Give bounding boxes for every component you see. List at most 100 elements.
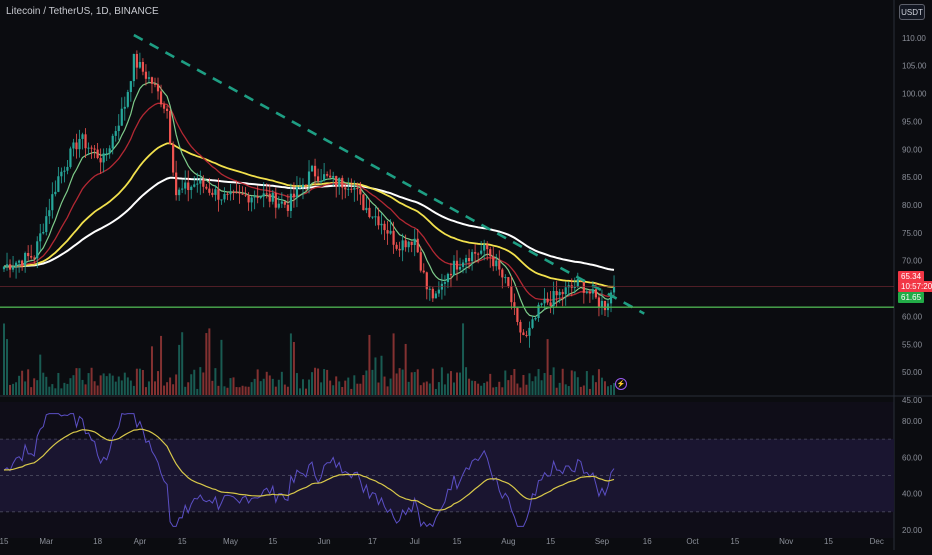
candle-body (371, 216, 374, 218)
candle-body (39, 233, 42, 242)
volume-bar (187, 382, 190, 395)
volume-bar (175, 374, 178, 395)
rsi-tick-label: 20.00 (902, 526, 923, 535)
time-tick-label: Oct (686, 537, 699, 546)
candle-body (172, 144, 175, 173)
candle-body (256, 196, 259, 198)
candle-body (383, 223, 386, 231)
volume-bar (446, 373, 449, 395)
candle-body (36, 241, 39, 259)
candle-body (392, 230, 395, 245)
candle-body (341, 177, 344, 188)
volume-bar (456, 372, 458, 395)
candle-body (301, 184, 305, 188)
candle-body (495, 260, 498, 267)
volume-bar (419, 385, 422, 395)
candle-body (132, 53, 135, 82)
candle-body (123, 106, 126, 109)
candle-body (156, 84, 160, 92)
candle-body (14, 262, 18, 267)
volume-bar (603, 381, 606, 395)
lightning-icon[interactable]: ⚡ (615, 378, 627, 390)
volume-bar (452, 382, 455, 395)
candle-body (474, 252, 477, 254)
volume-bar (226, 387, 229, 395)
volume-bar (607, 386, 609, 395)
candles (2, 50, 616, 348)
candle-body (304, 184, 308, 186)
volume-bar (600, 377, 603, 395)
candle-body (295, 187, 299, 198)
volume-bar (96, 385, 99, 395)
volume-bar (256, 369, 259, 395)
candle-body (316, 176, 320, 182)
candle-body (120, 108, 123, 126)
volume-bar (422, 382, 425, 395)
price-tick-label: 85.00 (902, 173, 923, 182)
volume-bar (199, 367, 202, 395)
candle-body (386, 230, 389, 234)
candle-body (552, 291, 555, 306)
rsi-ma-line (3, 428, 615, 511)
volume-bar (157, 371, 160, 395)
volume-bar (141, 369, 144, 395)
candle-body (609, 292, 613, 304)
volume-bar (314, 367, 317, 395)
candle-body (84, 134, 87, 149)
volume-bar (431, 368, 434, 395)
volume-bar (211, 380, 214, 395)
currency-button[interactable]: USDT (899, 4, 925, 20)
volume-bar (428, 383, 431, 395)
candle-body (24, 252, 27, 266)
candle-body (144, 71, 148, 79)
candle-body (265, 193, 268, 195)
candle-body (407, 241, 410, 248)
volume-bar (259, 381, 262, 395)
candle-body (187, 182, 190, 191)
candle-body (253, 196, 256, 198)
candle-body (365, 207, 368, 211)
volume-bar (329, 380, 332, 395)
volume-bar (39, 354, 42, 395)
candle-body (413, 238, 416, 246)
volume-bar (513, 368, 516, 395)
volume-bar (477, 383, 480, 395)
candle-body (374, 216, 377, 218)
volume-bar (280, 371, 283, 395)
volume-bar (317, 368, 320, 395)
volume-bar (45, 376, 48, 395)
volume-bar (135, 368, 138, 395)
volume-bar (395, 373, 398, 395)
volume-bar (3, 323, 5, 395)
candle-body (208, 188, 211, 193)
volume-bar (332, 385, 335, 395)
volume-bar (93, 381, 96, 395)
price-tick-label: 100.00 (902, 90, 927, 99)
volume-bar (462, 323, 465, 395)
candle-body (33, 257, 36, 259)
time-tick-label: May (223, 537, 238, 546)
candle-body (126, 92, 129, 107)
candle-body (564, 287, 567, 295)
time-tick-label: 16 (643, 537, 652, 546)
candle-body (419, 252, 422, 271)
volume-bar (202, 372, 205, 395)
candle-body (449, 273, 453, 276)
volume-bar (567, 386, 570, 395)
candle-body (307, 171, 311, 186)
rsi-line (3, 413, 615, 528)
volume-bar (344, 380, 347, 395)
candle-body (78, 138, 81, 150)
candle-body (395, 244, 398, 249)
volume-bar (588, 388, 591, 395)
candle-body (471, 252, 474, 262)
candle-body (2, 266, 6, 270)
candle-body (259, 196, 262, 198)
candle-body (455, 260, 459, 270)
candle-body (519, 321, 522, 333)
candle-body (226, 193, 229, 195)
volume-bar (486, 381, 489, 395)
volume-bar (501, 387, 504, 395)
